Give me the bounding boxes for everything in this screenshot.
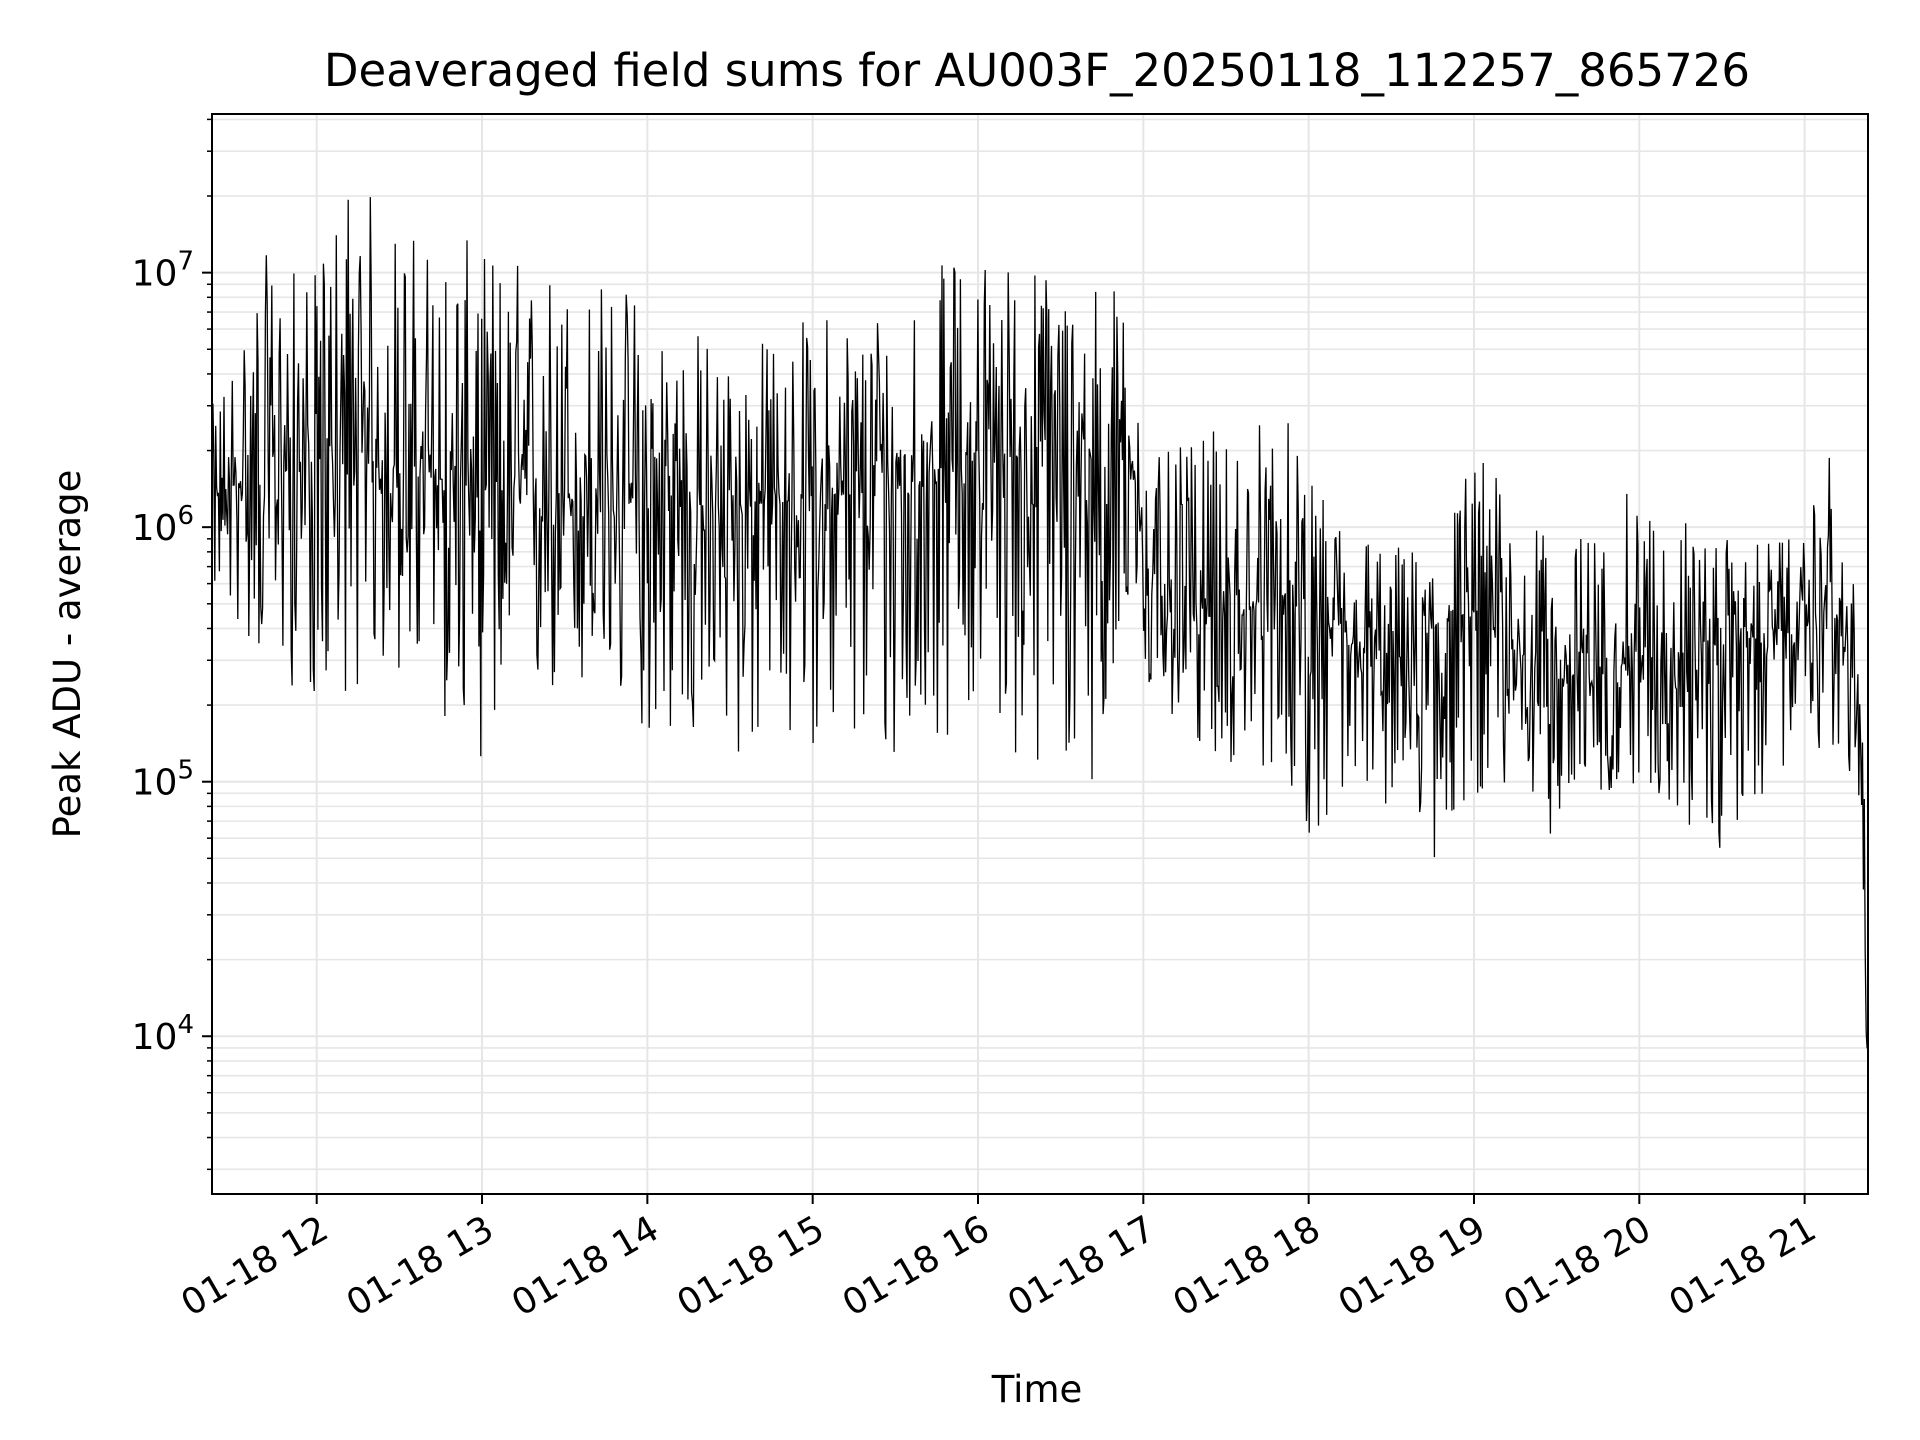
y-tick-label: 104: [132, 1010, 194, 1058]
y-tick-exponent: 5: [177, 756, 194, 786]
y-axis-label: Peak ADU - average: [46, 470, 89, 839]
series-line: [211, 197, 1869, 1049]
x-axis-label: Time: [991, 1368, 1083, 1411]
data-series: [211, 197, 1869, 1049]
y-tick-label: 107: [132, 247, 194, 295]
chart-title: Deaveraged field sums for AU003F_2025011…: [324, 44, 1750, 97]
plot-frame: [211, 113, 1869, 1195]
y-tick-exponent: 6: [177, 501, 194, 531]
y-tick-base: 10: [132, 508, 178, 549]
y-tick-base: 10: [132, 763, 178, 804]
y-tick-exponent: 7: [177, 247, 194, 277]
y-tick-base: 10: [132, 1017, 178, 1058]
y-tick-base: 10: [132, 254, 178, 295]
y-tick-label: 105: [132, 756, 194, 804]
y-tick-label: 106: [132, 501, 194, 549]
y-tick-exponent: 4: [177, 1010, 194, 1040]
